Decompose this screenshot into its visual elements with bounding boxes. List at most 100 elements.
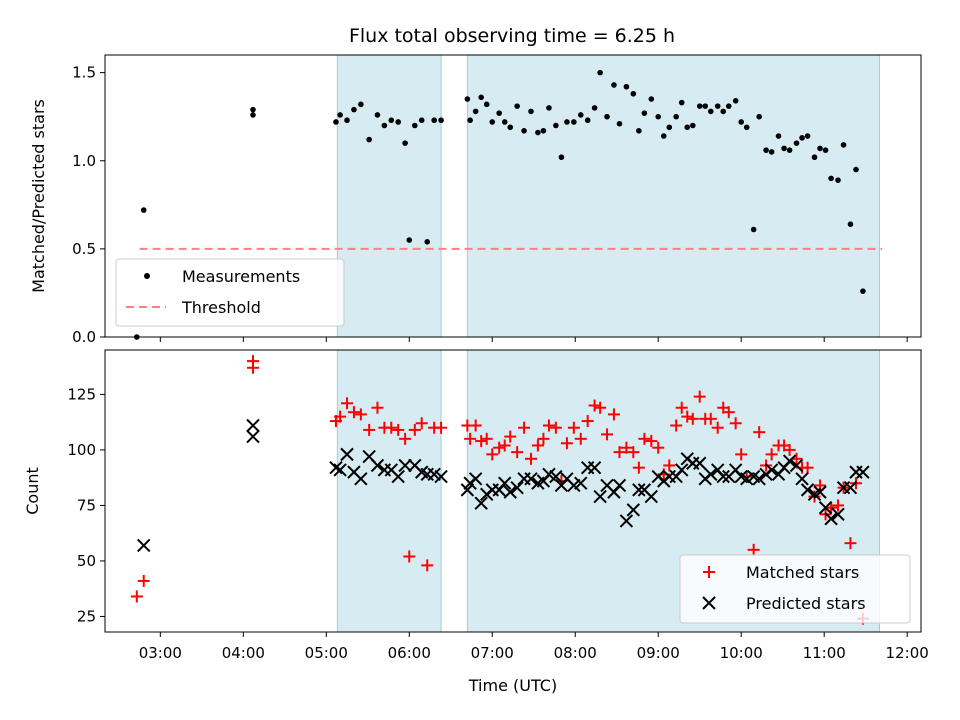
measurement-point bbox=[616, 120, 623, 127]
measurement-point bbox=[528, 108, 534, 115]
matched-star-point bbox=[392, 423, 405, 436]
predicted-star-point bbox=[693, 456, 707, 470]
measurement-point bbox=[521, 127, 527, 134]
matched-star-point bbox=[511, 446, 524, 459]
shaded-region bbox=[466, 54, 881, 338]
legend-measurements-label: Measurements bbox=[182, 267, 300, 286]
legend-measurements-marker bbox=[144, 273, 150, 279]
measurement-point bbox=[250, 106, 256, 113]
predicted-star-point bbox=[795, 472, 809, 486]
measurement-point bbox=[535, 129, 541, 136]
matched-star-point bbox=[735, 448, 748, 461]
measurement-point bbox=[333, 119, 339, 125]
predicted-star-point bbox=[593, 489, 607, 504]
measurement-point bbox=[847, 221, 854, 227]
x-tick-label: 12:00 bbox=[886, 644, 929, 662]
measurement-point bbox=[696, 103, 703, 109]
top-legend-box bbox=[115, 258, 345, 327]
measurement-point bbox=[636, 127, 642, 134]
measurement-point bbox=[366, 136, 372, 143]
bottom-axes-frame bbox=[104, 349, 922, 633]
matched-star-point bbox=[652, 441, 665, 454]
predicted-star-point bbox=[246, 429, 260, 444]
matched-star-point bbox=[363, 423, 376, 436]
bottom-legend-box bbox=[679, 554, 911, 624]
measurement-point bbox=[337, 112, 343, 118]
y-tick-label: 50 bbox=[77, 552, 96, 570]
measurement-point bbox=[571, 119, 577, 125]
measurement-point bbox=[678, 99, 685, 106]
predicted-star-point bbox=[574, 476, 588, 490]
predicted-star-point bbox=[503, 485, 517, 499]
matched-star-point bbox=[832, 499, 845, 512]
matched-star-point bbox=[765, 448, 778, 461]
matched-star-point bbox=[627, 446, 640, 459]
matched-star-point bbox=[844, 537, 857, 550]
matched-star-point bbox=[711, 421, 724, 434]
x-tick-label: 05:00 bbox=[305, 644, 348, 662]
matched-star-point bbox=[704, 412, 717, 425]
measurement-point bbox=[514, 103, 520, 109]
matched-star-point bbox=[504, 430, 517, 443]
matched-star-point bbox=[801, 461, 814, 474]
matched-star-point bbox=[537, 432, 550, 445]
measurement-point bbox=[604, 113, 610, 120]
measurement-point bbox=[577, 112, 584, 118]
matched-star-point bbox=[371, 401, 384, 414]
measurement-point bbox=[402, 140, 408, 146]
measurement-point bbox=[707, 108, 714, 115]
measurement-point bbox=[786, 147, 793, 153]
legend-threshold-label: Threshold bbox=[181, 298, 261, 317]
measurement-point bbox=[630, 90, 637, 97]
measurement-point bbox=[540, 127, 547, 134]
predicted-star-point bbox=[329, 460, 343, 475]
measurement-point bbox=[763, 147, 769, 153]
bottom-legend: Matched stars Predicted stars bbox=[679, 554, 911, 624]
y-tick-label: 100 bbox=[67, 441, 96, 459]
predicted-star-point bbox=[391, 469, 405, 484]
x-axis-label: Time (UTC) bbox=[468, 676, 557, 695]
predicted-star-point bbox=[587, 460, 602, 475]
matched-star-point bbox=[632, 461, 645, 474]
measurement-point bbox=[438, 117, 444, 124]
measurement-point bbox=[725, 103, 732, 109]
measurement-point bbox=[817, 145, 823, 152]
measurement-point bbox=[804, 133, 811, 139]
x-tick-label: 10:00 bbox=[720, 644, 763, 662]
matched-star-point bbox=[480, 432, 493, 445]
measurement-point bbox=[564, 119, 570, 125]
matched-star-point bbox=[354, 408, 367, 421]
predicted-star-point bbox=[354, 472, 368, 486]
predicted-star-point bbox=[510, 480, 524, 495]
measurement-point bbox=[483, 101, 490, 108]
predicted-star-point bbox=[370, 458, 385, 473]
bottom-points bbox=[130, 355, 870, 625]
predicted-star-point bbox=[398, 458, 412, 473]
predicted-star-point bbox=[632, 483, 646, 497]
matched-star-point bbox=[783, 443, 796, 456]
x-tick-label: 04:00 bbox=[222, 644, 265, 662]
measurement-point bbox=[424, 239, 431, 245]
measurement-point bbox=[738, 119, 745, 125]
measurement-point bbox=[584, 117, 591, 124]
measurement-point bbox=[750, 226, 757, 233]
top-y-axis-label: Matched/Predicted stars bbox=[29, 99, 48, 293]
predicted-star-point bbox=[137, 538, 151, 553]
predicted-star-point bbox=[333, 463, 347, 477]
matched-star-point bbox=[753, 426, 766, 439]
predicted-star-point bbox=[813, 485, 827, 499]
matched-star-point bbox=[670, 419, 683, 432]
measurement-point bbox=[702, 103, 709, 109]
measurement-point bbox=[655, 113, 662, 120]
matched-star-point bbox=[574, 432, 587, 445]
y-tick-label: 25 bbox=[77, 607, 96, 625]
y-tick-label: 1.0 bbox=[72, 152, 96, 170]
matched-star-point bbox=[722, 406, 735, 419]
measurement-point bbox=[768, 149, 775, 155]
y-tick-label: 125 bbox=[67, 385, 96, 403]
measurement-point bbox=[743, 124, 750, 131]
matched-star-point bbox=[613, 446, 626, 459]
bottom-y-ticks: 25 50 75 100 125 bbox=[67, 385, 105, 625]
measurement-point bbox=[418, 117, 425, 124]
measurement-point bbox=[720, 108, 727, 115]
